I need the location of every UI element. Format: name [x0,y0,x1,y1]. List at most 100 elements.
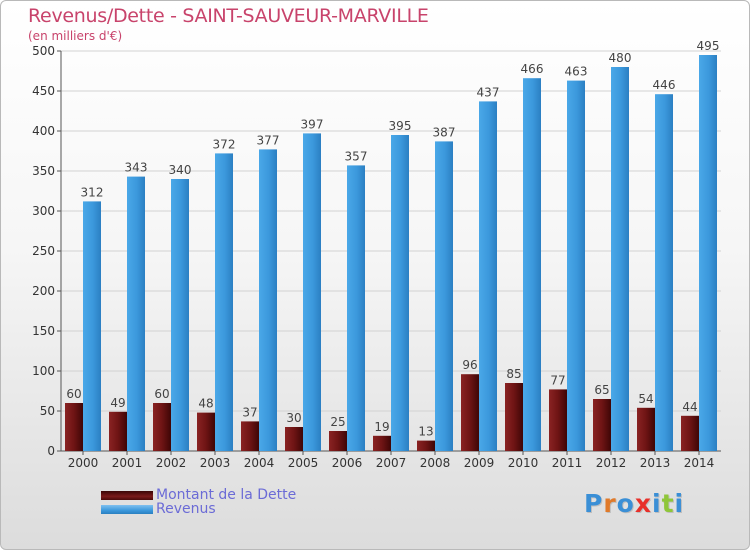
y-tick-label: 0 [47,444,55,458]
bar-revenue [567,80,585,451]
y-tick-label: 350 [32,164,55,178]
data-label-debt: 85 [506,367,521,381]
data-label-debt: 49 [110,396,125,410]
data-label-revenue: 463 [565,65,588,79]
y-tick-label: 400 [32,124,55,138]
logo-letter: r [603,489,617,518]
bar-revenue [347,165,365,451]
bar-debt [549,389,567,451]
data-label-revenue: 446 [653,78,676,92]
data-label-revenue: 495 [697,39,720,53]
bar-debt [373,435,391,451]
x-tick-label: 2007 [376,456,407,470]
x-tick-label: 2002 [156,456,187,470]
data-label-debt: 25 [330,415,345,429]
data-label-debt: 30 [286,411,301,425]
bar-revenue [215,153,233,451]
x-tick-label: 2006 [332,456,363,470]
x-tick-label: 2003 [200,456,231,470]
data-label-debt: 44 [682,400,697,414]
x-tick-label: 2000 [68,456,99,470]
y-tick-label: 100 [32,364,55,378]
bar-debt [637,407,655,451]
x-tick-label: 2013 [640,456,671,470]
data-label-debt: 60 [66,387,81,401]
bar-debt [65,403,83,451]
bar-revenue [523,78,541,451]
data-label-revenue: 377 [257,133,280,147]
data-label-revenue: 312 [81,185,104,199]
logo-letter: t [661,489,675,518]
logo-letter: i [674,489,685,518]
data-label-debt: 60 [154,387,169,401]
logo-letter: P [584,489,604,518]
data-label-debt: 48 [198,397,213,411]
bar-debt [417,440,435,451]
data-label-revenue: 387 [433,125,456,139]
bar-revenue [611,67,629,451]
legend-label-revenue: Revenus [156,501,216,517]
x-tick-label: 2012 [596,456,627,470]
data-label-debt: 96 [462,358,477,372]
logo-letter: i [652,489,662,518]
x-tick-label: 2004 [244,456,275,470]
bar-debt [593,399,611,451]
bar-debt [241,421,259,451]
data-label-debt: 37 [242,405,257,419]
data-label-revenue: 357 [345,149,368,163]
bar-revenue [479,101,497,452]
bar-revenue [303,133,321,451]
y-tick-label: 300 [32,204,55,218]
bar-revenue [127,176,145,451]
legend-swatch-debt [101,491,153,500]
data-label-revenue: 343 [125,161,148,175]
bar-debt [109,411,127,451]
data-label-debt: 13 [418,425,433,439]
chart-subtitle: (en milliers d'€) [28,29,123,43]
bar-revenue [435,141,453,451]
data-label-revenue: 397 [301,117,324,131]
x-tick-label: 2009 [464,456,495,470]
data-label-revenue: 395 [389,119,412,133]
y-tick-label: 50 [40,404,55,418]
bar-debt [285,427,303,451]
logo-letter: o [616,489,635,518]
data-label-revenue: 466 [521,62,544,76]
data-label-debt: 54 [638,392,653,406]
y-tick-label: 500 [32,44,55,58]
data-label-debt: 19 [374,420,389,434]
x-tick-label: 2010 [508,456,539,470]
bar-debt [197,412,215,451]
data-label-debt: 77 [550,373,565,387]
bar-debt [153,403,171,451]
legend-swatch-revenue [101,505,153,514]
x-tick-label: 2005 [288,456,319,470]
bar-revenue [391,135,409,451]
y-tick-label: 450 [32,84,55,98]
y-tick-label: 200 [32,284,55,298]
logo-letter: x [634,489,652,518]
y-tick-label: 150 [32,324,55,338]
chart-title: Revenus/Dette - SAINT-SAUVEUR-MARVILLE [28,5,429,27]
bar-debt [505,383,523,451]
bar-revenue [655,94,673,451]
data-label-revenue: 437 [477,85,500,99]
bar-debt [461,374,479,451]
x-tick-label: 2008 [420,456,451,470]
data-label-revenue: 480 [609,51,632,65]
x-tick-label: 2014 [684,456,715,470]
x-tick-label: 2001 [112,456,143,470]
bar-revenue [699,55,717,451]
x-tick-label: 2011 [552,456,583,470]
bar-debt [329,431,347,451]
data-label-revenue: 372 [213,137,236,151]
data-label-debt: 65 [594,383,609,397]
legend-label-debt: Montant de la Dette [156,487,297,503]
bar-revenue [171,179,189,451]
proxiti-logo: Proxiti [584,489,684,518]
y-tick-label: 250 [32,244,55,258]
data-label-revenue: 340 [169,163,192,177]
bar-debt [681,415,699,451]
